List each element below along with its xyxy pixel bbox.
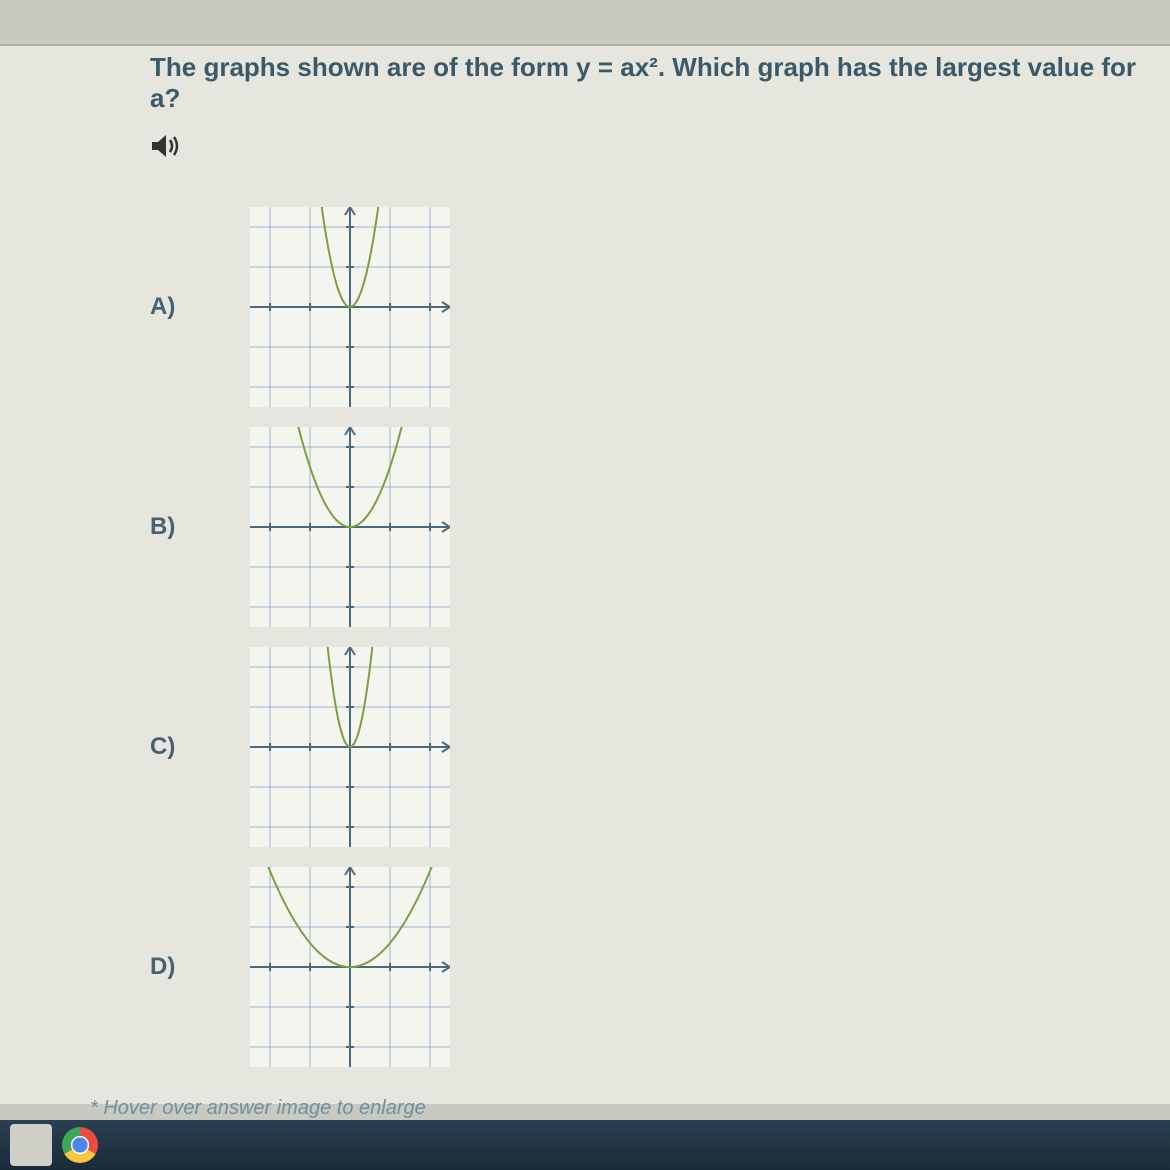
answer-graph[interactable] [250,647,450,847]
question-text: The graphs shown are of the form y = ax²… [150,46,1170,114]
enlarge-hint: * Hover over answer image to enlarge [90,1097,1170,1120]
start-button[interactable] [10,1124,52,1166]
answer-options: A) B) C) D) [150,207,1170,1067]
speaker-icon[interactable] [150,135,182,166]
graph-svg [250,427,450,627]
taskbar[interactable] [0,1120,1170,1170]
graph-svg [250,867,450,1067]
answer-graph[interactable] [250,867,450,1067]
answer-label: C) [150,733,250,761]
answer-row[interactable]: D) [150,867,1170,1067]
graph-svg [250,207,450,407]
answer-row[interactable]: C) [150,647,1170,847]
graph-svg [250,647,450,847]
answer-label: D) [150,953,250,981]
answer-row[interactable]: B) [150,427,1170,627]
answer-label: A) [150,293,250,321]
content-area: The graphs shown are of the form y = ax²… [0,44,1170,1104]
answer-graph[interactable] [250,427,450,627]
answer-graph[interactable] [250,207,450,407]
answer-label: B) [150,513,250,541]
chrome-icon[interactable] [62,1127,98,1163]
answer-row[interactable]: A) [150,207,1170,407]
